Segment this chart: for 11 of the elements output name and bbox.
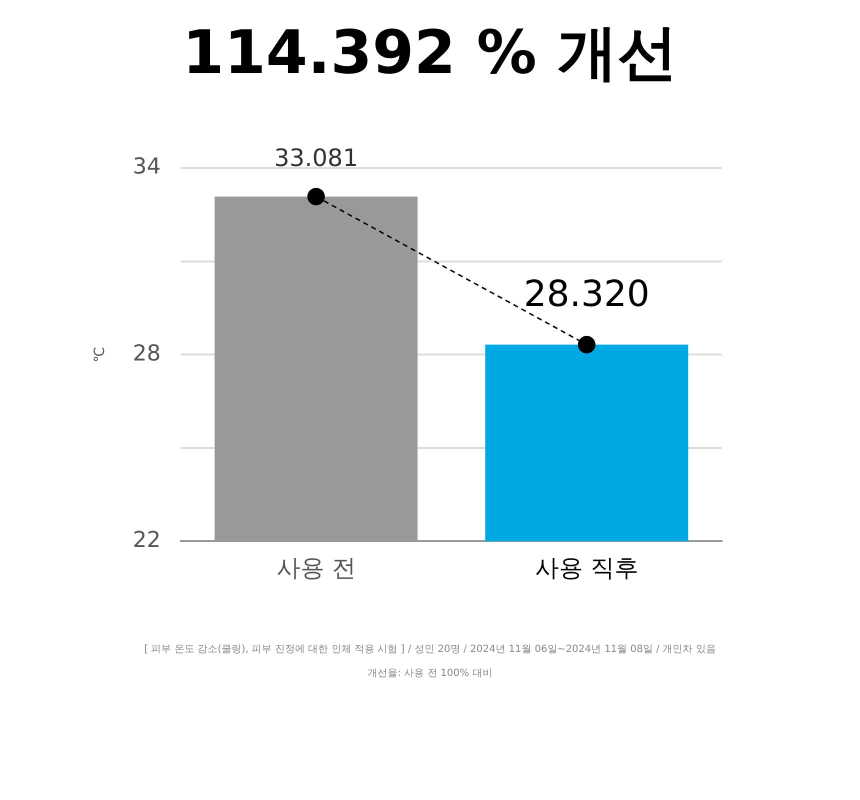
text: [ 피부 온도 감소(쿨링), 피부 진정에 대한 인체 적용 시험 ] / 성인 20명 / 2024년 11월 06일~2024년 11월 08일 / 개인차 있음: [143, 643, 717, 657]
x-tick-label: 사용 전: [276, 554, 356, 582]
chart-title: 114.392 % 개선: [181, 17, 679, 90]
y-tick-label: 28: [132, 341, 161, 366]
y-tick-label: 22: [132, 528, 161, 553]
y-tick-label: 34: [132, 154, 161, 180]
x-tick-label: 사용 직후: [534, 554, 639, 582]
text: 개선율: 사용 전 100% 대비: [366, 667, 494, 681]
data-label: 28.320: [524, 274, 650, 316]
y-axis-title: ℃: [92, 346, 108, 362]
data-label: 33.081: [274, 144, 358, 172]
